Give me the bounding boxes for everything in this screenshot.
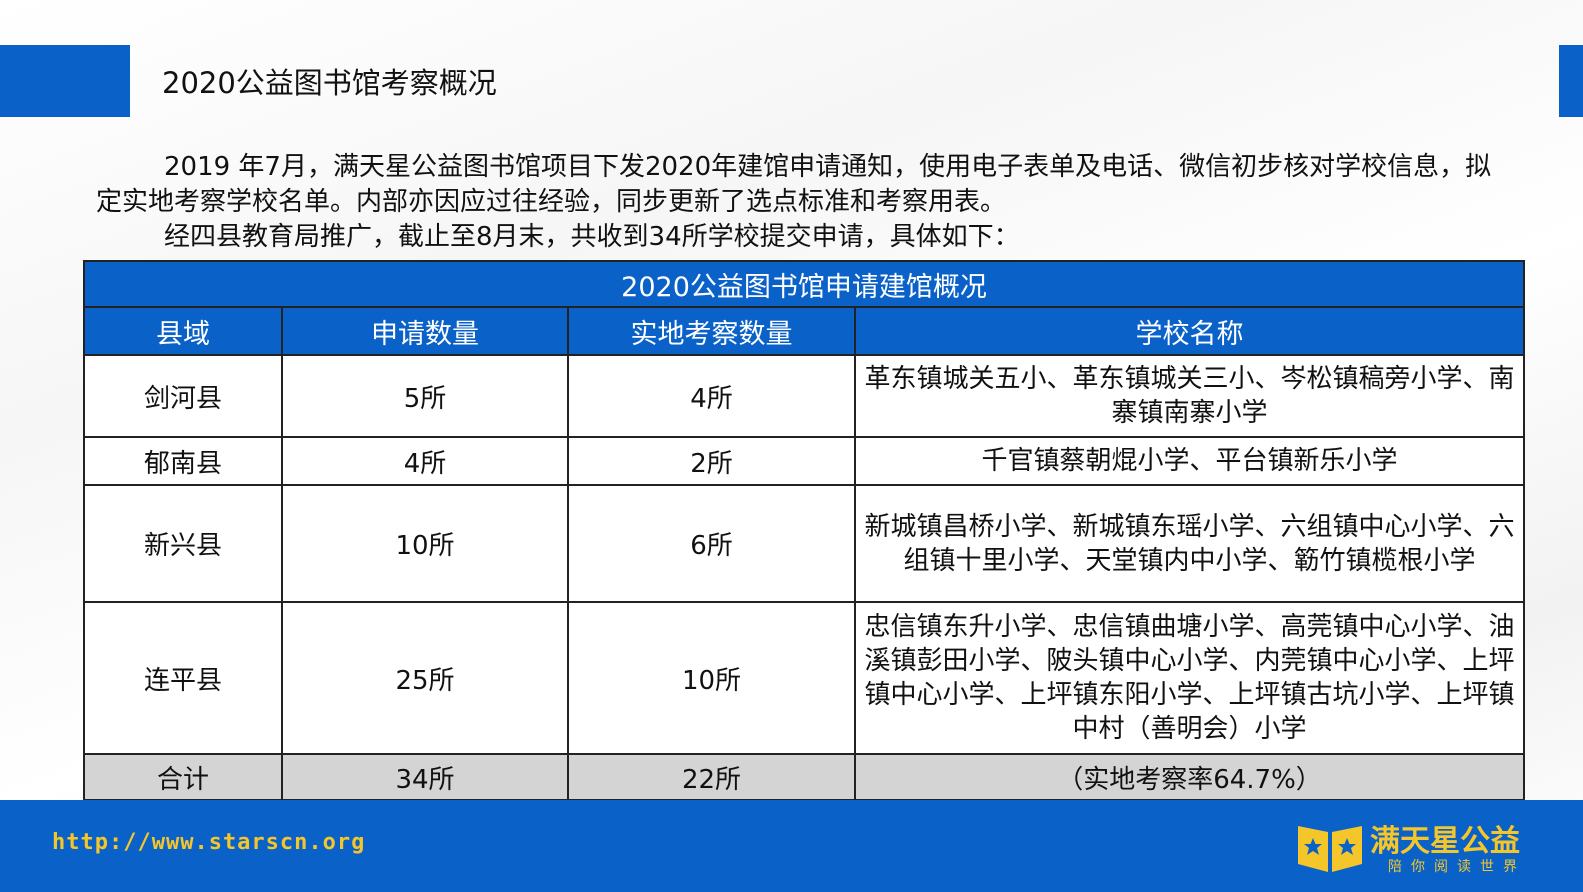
table-caption-row: 2020公益图书馆申请建馆概况 xyxy=(82,260,1526,308)
cell-inspected: 4所 xyxy=(567,354,856,438)
table-header-row: 县域 申请数量 实地考察数量 学校名称 xyxy=(83,306,1526,356)
cell-schools: 千官镇蔡朝焜小学、平台镇新乐小学 xyxy=(853,436,1526,486)
table-total-row: 合计 34所 22所 （实地考察率64.7%） xyxy=(83,753,1526,801)
header-inspected: 实地考察数量 xyxy=(567,306,856,356)
intro-paragraph-1: 2019 年7月，满天星公益图书馆项目下发2020年建馆申请通知，使用电子表单及… xyxy=(96,152,1492,217)
table-row: 新兴县 10所 6所 新城镇昌桥小学、新城镇东瑶小学、六组镇中心小学、六组镇十里… xyxy=(83,484,1526,603)
cell-schools: 革东镇城关五小、革东镇城关三小、岑松镇稿旁小学、南寨镇南寨小学 xyxy=(853,354,1526,438)
brand-name: 满天星公益 xyxy=(1370,824,1520,859)
total-inspected: 22所 xyxy=(567,753,856,801)
header-schools: 学校名称 xyxy=(853,306,1526,356)
table-row: 剑河县 5所 4所 革东镇城关五小、革东镇城关三小、岑松镇稿旁小学、南寨镇南寨小… xyxy=(83,354,1526,438)
cell-applied: 25所 xyxy=(281,601,569,755)
intro-text: 2019 年7月，满天星公益图书馆项目下发2020年建馆申请通知，使用电子表单及… xyxy=(96,150,1516,255)
cell-schools: 新城镇昌桥小学、新城镇东瑶小学、六组镇中心小学、六组镇十里小学、天堂镇内中小学、… xyxy=(853,484,1526,603)
cell-applied: 5所 xyxy=(281,354,569,438)
brand-slogan: 陪你阅读世界 xyxy=(1388,859,1526,875)
cell-county: 连平县 xyxy=(83,601,283,755)
table-row: 郁南县 4所 2所 千官镇蔡朝焜小学、平台镇新乐小学 xyxy=(83,436,1526,486)
brand-logo: 满天星公益 陪你阅读世界 xyxy=(1296,816,1536,880)
cell-inspected: 10所 xyxy=(567,601,856,755)
cell-applied: 4所 xyxy=(281,436,569,486)
table-row: 连平县 25所 10所 忠信镇东升小学、忠信镇曲塘小学、高莞镇中心小学、油溪镇彭… xyxy=(83,601,1526,755)
cell-county: 新兴县 xyxy=(83,484,283,603)
footer-bar: http://www.starscn.org 满天星公益 陪你阅读世界 xyxy=(0,800,1583,892)
intro-paragraph-2: 经四县教育局推广，截止至8月末，共收到34所学校提交申请，具体如下： xyxy=(164,222,1020,252)
cell-inspected: 2所 xyxy=(567,436,856,486)
slide-title: 2020公益图书馆考察概况 xyxy=(162,66,497,100)
total-note: （实地考察率64.7%） xyxy=(853,753,1526,801)
footer-url-link[interactable]: http://www.starscn.org xyxy=(52,830,366,855)
title-accent-bar-right xyxy=(1559,45,1583,117)
cell-county: 剑河县 xyxy=(83,354,283,438)
cell-inspected: 6所 xyxy=(567,484,856,603)
open-book-star-icon xyxy=(1298,826,1362,872)
header-applied: 申请数量 xyxy=(281,306,569,356)
cell-schools: 忠信镇东升小学、忠信镇曲塘小学、高莞镇中心小学、油溪镇彭田小学、陂头镇中心小学、… xyxy=(853,601,1526,755)
cell-county: 郁南县 xyxy=(83,436,283,486)
total-applied: 34所 xyxy=(281,753,569,801)
application-summary-table: 2020公益图书馆申请建馆概况 县域 申请数量 实地考察数量 学校名称 剑河县 … xyxy=(82,260,1526,801)
title-accent-bar-left xyxy=(0,45,130,117)
cell-applied: 10所 xyxy=(281,484,569,603)
table-caption: 2020公益图书馆申请建馆概况 xyxy=(82,260,1526,308)
total-label: 合计 xyxy=(83,753,283,801)
header-county: 县域 xyxy=(83,306,283,356)
